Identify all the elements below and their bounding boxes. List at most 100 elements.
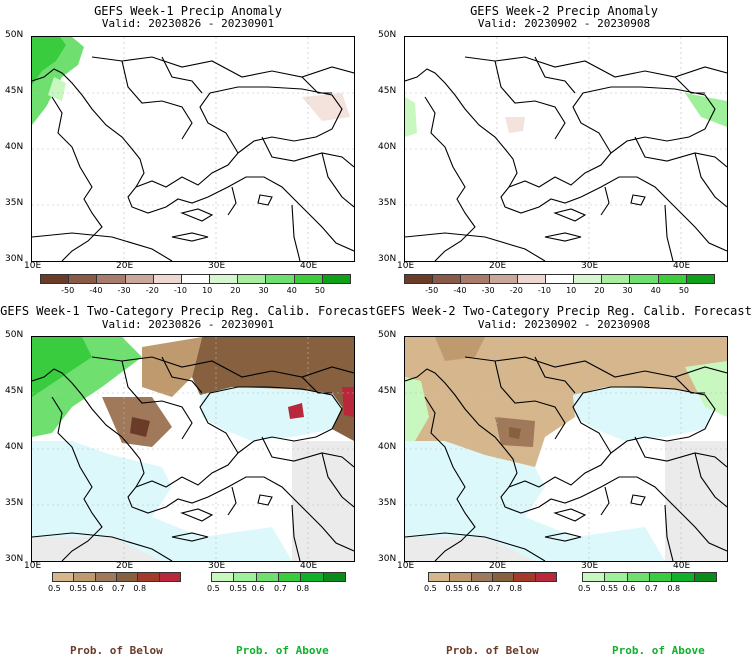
coastline [161, 356, 203, 394]
lat-tick-label: 30N [378, 554, 397, 564]
anomaly-colorbar: -50 -40 -30 -20 -10 10 20 30 40 50 [404, 274, 715, 295]
coastline [32, 532, 173, 561]
colorbar-label: 0.55 [600, 584, 619, 593]
coastline [630, 494, 646, 506]
colorbar-label: 0.7 [112, 584, 125, 593]
colorbar-swatch [534, 572, 557, 582]
panel-valid-dates: Valid: 20230826 - 20230901 [101, 17, 275, 30]
prob-above-label: Prob. of Above [236, 644, 329, 657]
panel-week1-probability: GEFS Week-1 Two-Category Precip Reg. Cal… [0, 300, 376, 662]
coastline [301, 376, 332, 394]
coastline [261, 136, 354, 168]
colorbar-swatch [428, 572, 451, 582]
colorbar-swatch [671, 572, 695, 582]
coastline [464, 56, 727, 78]
prob-below-label: Prob. of Below [446, 644, 539, 657]
colorbar-label: 0.5 [578, 584, 591, 593]
coastline [405, 68, 727, 252]
coastline [227, 486, 237, 516]
lon-tick-label: 40E [673, 561, 691, 571]
coastline [534, 356, 576, 394]
lat-tick-label: 50N [5, 330, 24, 340]
colorbar-swatch [137, 572, 160, 582]
panel-week2-probability: GEFS Week-2 Two-Category Precip Reg. Cal… [376, 300, 752, 662]
coastline [694, 452, 727, 508]
colorbar-label: 10 [202, 286, 213, 295]
coastline [664, 204, 674, 261]
lon-tick-label: 20E [116, 261, 134, 271]
colorbar-swatch [470, 572, 493, 582]
colorbar-label: -40 [453, 286, 467, 295]
map-svg [32, 37, 354, 261]
coastline [424, 396, 476, 561]
colorbar-label: -10 [173, 286, 187, 295]
coastline [464, 356, 727, 378]
map-week2-probability [404, 336, 728, 562]
colorbar-swatch [116, 572, 139, 582]
colorbar-swatch [460, 274, 490, 284]
coastline [51, 396, 103, 561]
colorbar-label: 30 [622, 286, 633, 295]
coastline [600, 486, 610, 516]
lat-tick-label: 30N [5, 254, 24, 264]
colorbar-swatch [152, 274, 182, 284]
coastline [161, 56, 203, 94]
lon-tick-label: 30E [208, 261, 226, 271]
colorbar-swatch [513, 572, 536, 582]
colorbar-label: -10 [537, 286, 551, 295]
colorbar-swatch [604, 572, 628, 582]
coastline [32, 368, 354, 552]
colorbar-swatch [601, 274, 631, 284]
colorbar-swatch [626, 572, 650, 582]
coastline [694, 152, 727, 208]
colorbar-label: 0.5 [424, 584, 437, 593]
lat-tick-label: 45N [378, 86, 397, 96]
coastline [508, 452, 612, 488]
coastline [32, 232, 173, 261]
colorbar-swatch [629, 274, 659, 284]
coastline [301, 76, 332, 94]
lon-tick-label: 10E [397, 561, 415, 571]
coastline [544, 532, 582, 542]
lon-tick-label: 10E [397, 261, 415, 271]
lon-tick-label: 30E [208, 561, 226, 571]
colorbar-swatch [573, 274, 603, 284]
colorbar-label: -50 [425, 286, 439, 295]
coastline [171, 532, 209, 542]
panel-week2-anomaly: GEFS Week-2 Precip Anomaly Valid: 202309… [376, 0, 752, 295]
coastline [51, 96, 103, 261]
colorbar-label: 0.7 [488, 584, 501, 593]
colorbar-label: 30 [258, 286, 269, 295]
colorbar-label: -50 [61, 286, 75, 295]
coastline [91, 356, 354, 378]
colorbar-label: 50 [314, 286, 325, 295]
coastline [121, 60, 193, 140]
coastline [405, 232, 546, 261]
lat-tick-label: 45N [5, 386, 24, 396]
colorbar-swatch [321, 274, 351, 284]
coastline [261, 436, 354, 468]
lat-tick-label: 40N [5, 442, 24, 452]
colorbar-swatch [124, 274, 154, 284]
coastline [405, 532, 546, 561]
colorbar-label: 40 [650, 286, 661, 295]
colorbar-swatch [52, 572, 75, 582]
coastline [32, 68, 354, 252]
coastline [634, 136, 727, 168]
panel-week1-anomaly: GEFS Week-1 Precip Anomaly Valid: 202308… [0, 0, 376, 295]
coastline [600, 186, 610, 216]
coastline [180, 208, 214, 222]
colorbar-label: 0.6 [251, 584, 265, 593]
colorbar-label: 0.8 [296, 584, 310, 593]
colorbar-label: 0.8 [667, 584, 681, 593]
colorbar-swatch [209, 274, 239, 284]
colorbar-swatch [158, 572, 181, 582]
coastline [630, 194, 646, 206]
colorbar-swatch [449, 572, 472, 582]
coastline [674, 76, 705, 94]
coastline [674, 376, 705, 394]
colorbar-label: 0.7 [274, 584, 287, 593]
colorbar-label: 0.55 [445, 584, 464, 593]
lat-tick-label: 30N [5, 554, 24, 564]
lon-tick-label: 20E [489, 561, 507, 571]
